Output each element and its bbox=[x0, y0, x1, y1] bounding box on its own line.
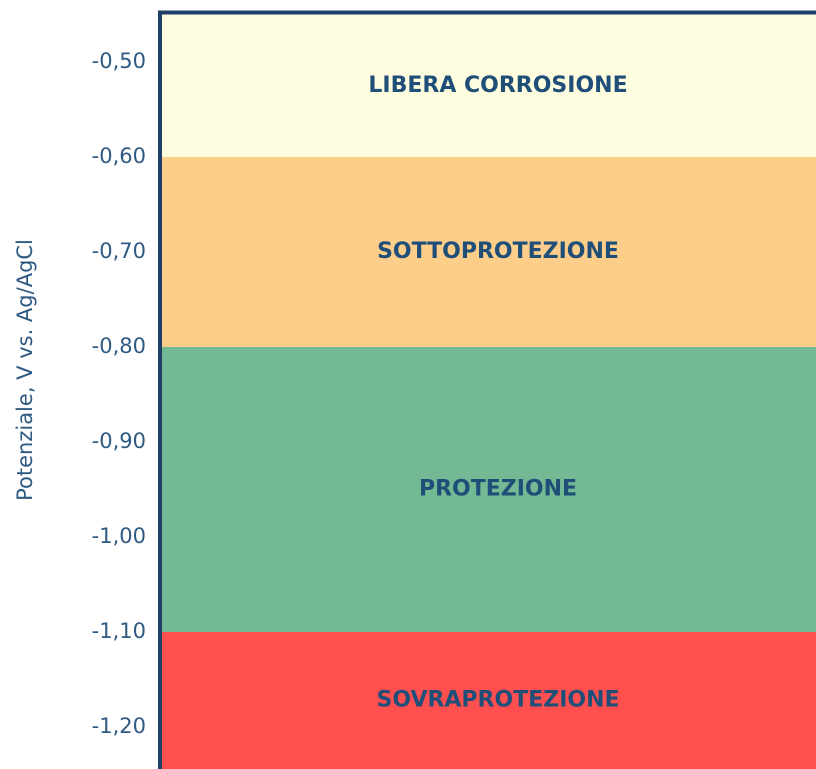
y-tick-label: -0,90 bbox=[92, 429, 146, 453]
y-tick-label: -0,70 bbox=[92, 239, 146, 263]
band bbox=[160, 632, 816, 769]
y-tick-label: -1,00 bbox=[92, 524, 146, 548]
band-label: SOVRAPROTEZIONE bbox=[376, 688, 619, 713]
y-axis-title: Potenziale, V vs. Ag/AgCl bbox=[13, 239, 37, 501]
band-label: SOTTOPROTEZIONE bbox=[377, 239, 619, 264]
y-tick-label: -1,10 bbox=[92, 619, 146, 643]
y-tick-label: -1,20 bbox=[92, 714, 146, 738]
y-tick-label: -0,80 bbox=[92, 334, 146, 358]
y-tick-label: -0,60 bbox=[92, 144, 146, 168]
band-label: LIBERA CORROSIONE bbox=[368, 73, 627, 98]
y-tick-label: -0,50 bbox=[92, 49, 146, 73]
band bbox=[160, 14, 816, 157]
band bbox=[160, 157, 816, 347]
band-label: PROTEZIONE bbox=[419, 477, 577, 502]
band bbox=[160, 347, 816, 632]
